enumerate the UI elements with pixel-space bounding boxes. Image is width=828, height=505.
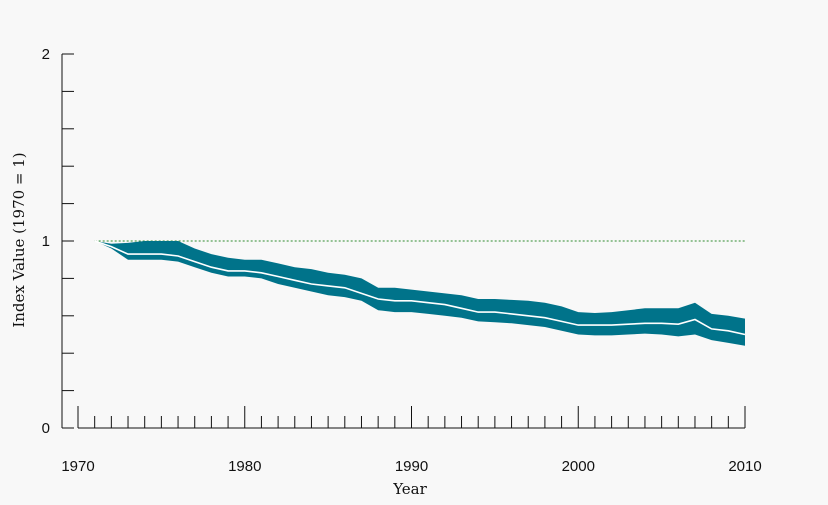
axes-layer: 0 1 2 1970 1980 1990 2000 2010 [42, 46, 762, 475]
x-tick-label: 1990 [395, 458, 428, 475]
index-line [94, 240, 746, 336]
y-tick-label: 1 [42, 233, 50, 250]
y-axis-title: Index Value (1970 = 1) [10, 152, 28, 327]
x-tick-label: 2010 [728, 458, 761, 475]
confidence-band [94, 241, 745, 346]
y-tick-label: 2 [42, 46, 50, 63]
y-tick-label: 0 [42, 420, 50, 437]
x-tick-label: 2000 [562, 458, 595, 475]
x-axis-title: Year [392, 480, 427, 498]
x-tick-label: 1980 [228, 458, 261, 475]
x-tick-label: 1970 [61, 458, 94, 475]
index-line-layer [94, 240, 746, 336]
confidence-band-layer [94, 241, 745, 346]
